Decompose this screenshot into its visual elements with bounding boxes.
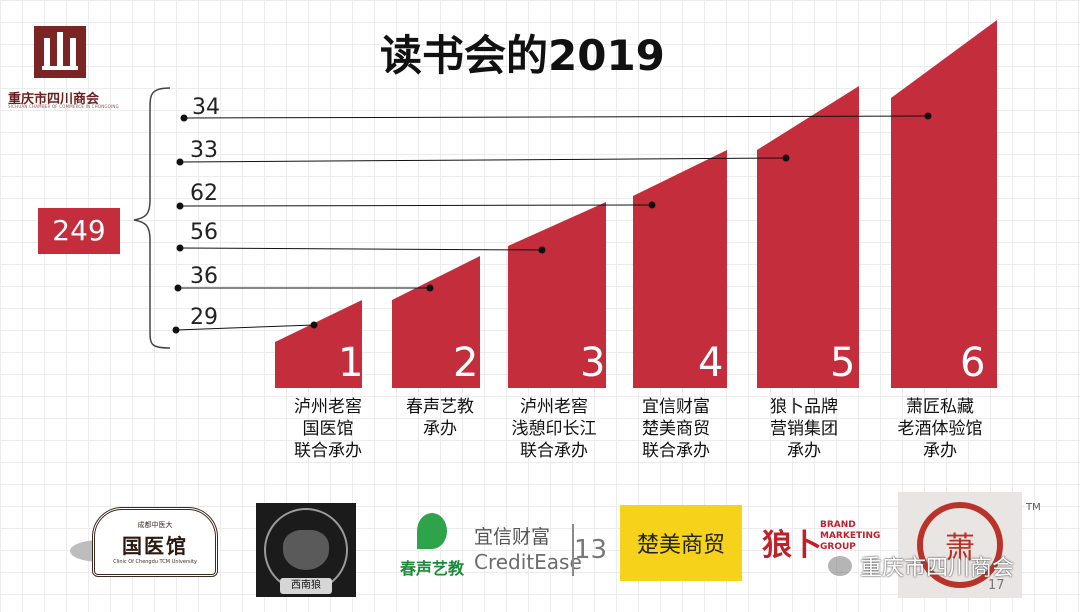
leader-dot-4-end <box>648 201 656 209</box>
sponsor-logo-xinanlang: 西南狼 <box>256 503 356 597</box>
trademark-mark: TM <box>1026 502 1041 513</box>
count-label-2: 36 <box>190 264 218 289</box>
bar-6 <box>891 20 997 388</box>
leader-dot-1-start <box>172 326 180 334</box>
leaf-icon <box>417 513 447 549</box>
bar-number-5: 5 <box>830 340 856 386</box>
bar-number-6: 6 <box>960 340 986 386</box>
bar-number-2: 2 <box>453 340 479 386</box>
leader-dot-2-start <box>174 284 182 292</box>
leader-line-1 <box>175 324 315 331</box>
chamber-logo-name: 重庆市四川商会 <box>8 92 100 107</box>
leader-dot-2-end <box>426 284 434 292</box>
sponsor-logo-chunsheng: 春声艺教 <box>392 504 472 588</box>
bar-4 <box>633 150 727 388</box>
bar-number-1: 1 <box>338 340 364 386</box>
count-label-6: 34 <box>192 95 220 120</box>
total-bracket <box>133 87 171 349</box>
leader-line-5 <box>179 157 787 163</box>
bar-5 <box>757 86 859 388</box>
page-title: 读书会的2019 <box>380 31 665 80</box>
total-badge: 249 <box>38 208 120 254</box>
sponsor-logo-yixin: 宜信财富 CreditEase 13 <box>474 524 608 576</box>
leader-line-4 <box>179 204 653 207</box>
leader-dot-4-start <box>176 202 184 210</box>
leader-dot-3-start <box>176 244 184 252</box>
chamber-logo-subtitle: SICHUAN CHAMBER OF COMMERCE IN CHONGQING <box>8 104 119 109</box>
count-label-1: 29 <box>190 305 218 330</box>
leader-dot-5-end <box>782 154 790 162</box>
sponsor-logo-guoyiguan: 成都中医大 国医馆 Clinic Of Chengdu TCM Universi… <box>70 502 240 582</box>
page-number: 17 <box>988 578 1005 593</box>
leader-line-3 <box>179 247 543 251</box>
host-label-6: 萧匠私藏 老酒体验馆 承办 <box>897 397 983 461</box>
count-label-5: 33 <box>190 138 218 163</box>
bar-3 <box>508 202 606 388</box>
leader-dot-3-end <box>538 246 546 254</box>
chamber-logo-mark <box>34 26 86 78</box>
leader-dot-5-start <box>176 158 184 166</box>
leader-dot-6-start <box>180 114 188 122</box>
count-label-3: 56 <box>190 220 218 245</box>
count-label-4: 62 <box>190 181 218 206</box>
sponsor-logo-chumei: 楚美商贸 <box>620 505 742 581</box>
host-label-3: 泸州老窖 浅憩印长江 联合承办 <box>511 397 597 461</box>
wechat-watermark: 重庆市四川商会 <box>826 551 1052 581</box>
host-label-4: 宜信财富 楚美商贸 联合承办 <box>642 397 710 461</box>
host-label-5: 狼卜品牌 营销集团 承办 <box>770 397 838 461</box>
host-label-2: 春声艺教 承办 <box>406 397 474 439</box>
leader-dot-6-end <box>924 112 932 120</box>
host-label-1: 泸州老窖 国医馆 联合承办 <box>294 397 362 461</box>
wechat-icon <box>826 554 854 578</box>
leader-line-6 <box>183 115 929 119</box>
sponsor-logo-langbo: 狼卜 BRAND MARKETING GROUP <box>762 520 881 563</box>
leader-dot-1-end <box>310 321 318 329</box>
bar-1 <box>275 300 362 388</box>
bar-number-4: 4 <box>698 340 724 386</box>
bar-2 <box>392 256 480 388</box>
wolf-icon <box>283 530 329 570</box>
bar-number-3: 3 <box>580 340 606 386</box>
sponsor-logo-xiaojiang: 萧 <box>898 492 1022 598</box>
